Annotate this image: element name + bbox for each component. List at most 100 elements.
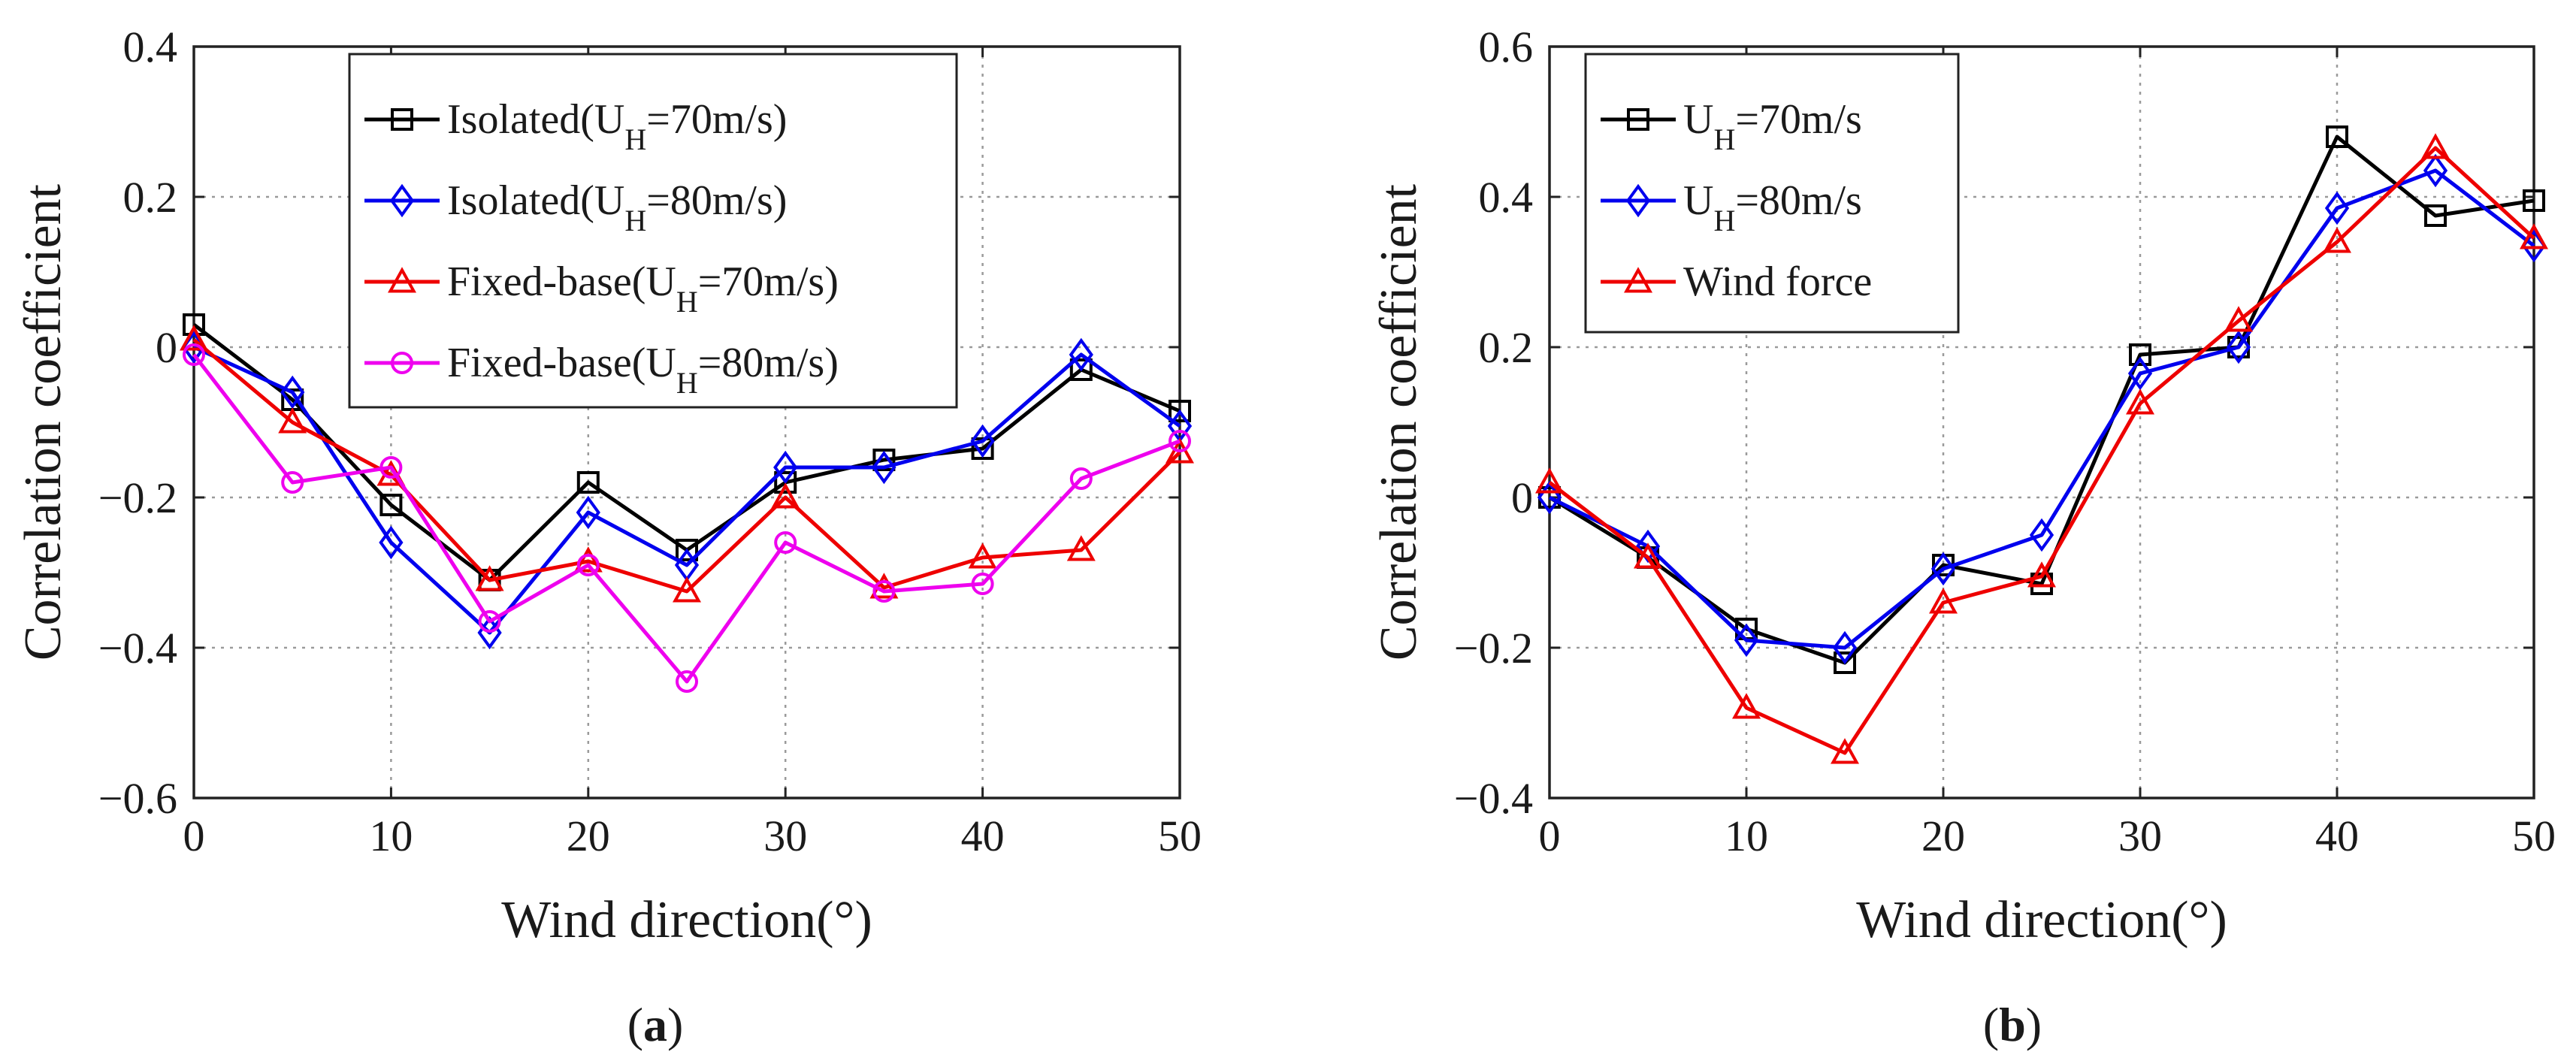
data-point xyxy=(2323,227,2351,253)
data-point xyxy=(1929,588,1958,614)
legend-label-main: Fixed-base(U xyxy=(447,258,676,305)
legend-label-main: Isolated(U xyxy=(447,177,624,224)
data-point xyxy=(1535,467,1564,494)
series-line xyxy=(192,338,1181,594)
data-point xyxy=(183,343,205,366)
data-point xyxy=(573,546,603,573)
y-axis-label: Correlation coefficient xyxy=(14,183,72,660)
legend-label: UH=70m/s xyxy=(1683,96,1862,156)
series-line xyxy=(1548,146,2535,755)
data-point xyxy=(2326,125,2348,148)
legend-item: Isolated(UH=80m/s) xyxy=(364,177,787,237)
data-point xyxy=(2421,133,2450,159)
legend-label-subscript: H xyxy=(1713,204,1735,237)
legend-label-rest: =80m/s) xyxy=(698,340,839,386)
data-point xyxy=(2129,343,2151,366)
data-point xyxy=(1066,535,1096,561)
legend-label-subscript: H xyxy=(624,204,646,237)
panel-caption-a: (a) xyxy=(627,998,684,1051)
legend-swatch-marker xyxy=(1624,267,1652,293)
legend-label: Fixed-base(UH=70m/s) xyxy=(447,258,839,319)
data-point xyxy=(673,576,701,603)
y-tick-label: 0.4 xyxy=(1479,173,1534,222)
legend-label-main: U xyxy=(1683,177,1713,224)
data-point xyxy=(2029,518,2054,552)
data-point xyxy=(2127,356,2153,391)
legend-swatch-marker xyxy=(389,183,415,218)
legend-label-main: U xyxy=(1683,96,1713,143)
legend-item: Fixed-base(UH=70m/s) xyxy=(364,258,839,319)
series-2 xyxy=(1537,153,2547,665)
legend-label: Wind force xyxy=(1683,258,1872,305)
data-point xyxy=(1834,651,1856,674)
legend-label-subscript: H xyxy=(624,122,646,156)
data-point xyxy=(1069,358,1093,381)
data-point xyxy=(1169,430,1191,452)
data-point xyxy=(968,543,997,569)
y-tick-label: −0.2 xyxy=(98,473,177,522)
panel-caption-b-open: ( xyxy=(1983,998,1999,1051)
legend-item: UH=70m/s xyxy=(1601,96,1862,156)
axes-frame xyxy=(1548,45,2535,800)
series-3 xyxy=(1535,133,2548,764)
data-point xyxy=(281,471,304,494)
legend-swatch-marker xyxy=(388,267,416,293)
data-point xyxy=(1831,738,1859,764)
legend-label-rest: =80m/s) xyxy=(646,177,787,224)
y-axis-label: Correlation coefficient xyxy=(1370,183,1428,660)
data-point xyxy=(576,554,600,576)
data-point xyxy=(872,580,896,603)
data-point xyxy=(576,495,600,530)
legend-swatch-marker xyxy=(1625,183,1651,218)
data-point xyxy=(379,456,403,479)
data-point xyxy=(379,494,403,516)
legend-swatch-marker xyxy=(391,108,413,131)
data-point xyxy=(2226,330,2251,364)
legend-label-rest: =70m/s) xyxy=(646,96,787,143)
panel-caption-a-close: ) xyxy=(667,998,683,1051)
data-point xyxy=(2520,223,2548,249)
legend-swatch-marker xyxy=(1627,108,1649,131)
panel-caption-b: (b) xyxy=(1983,998,2042,1051)
y-tick-label: −0.2 xyxy=(1454,624,1533,673)
legend-label: Fixed-base(UH=80m/s) xyxy=(447,340,839,400)
legend-item: Wind force xyxy=(1601,258,1872,305)
data-point xyxy=(2027,561,2056,588)
data-point xyxy=(278,407,307,434)
data-point xyxy=(1732,693,1761,719)
data-point xyxy=(970,424,995,458)
series-4 xyxy=(183,343,1191,693)
data-point xyxy=(2423,153,2448,188)
data-point xyxy=(1069,467,1093,490)
chart-panel-a: 0 10 20 30 40 50 −0.6 −0.4 −0.2 0 0.2 0.4 Wind direc… xyxy=(14,23,1202,949)
data-point xyxy=(1930,552,1956,586)
legend-item: Fixed-base(UH=80m/s) xyxy=(364,340,839,400)
x-tick-label: 50 xyxy=(2512,812,2556,860)
data-point xyxy=(1832,630,1858,665)
x-tick-label: 10 xyxy=(369,812,413,860)
data-point xyxy=(1734,623,1759,657)
series-line xyxy=(1548,135,2535,665)
data-point xyxy=(774,471,797,494)
data-point xyxy=(1069,337,1093,372)
data-point xyxy=(478,610,501,633)
data-point xyxy=(676,670,698,693)
x-tick-label: 20 xyxy=(567,812,610,860)
data-point xyxy=(1634,543,1662,569)
data-point xyxy=(2224,306,2253,332)
x-tick-label: 10 xyxy=(1725,812,1768,860)
legend-label-subscript: H xyxy=(1713,122,1735,156)
legend-label-main: Wind force xyxy=(1683,258,1872,305)
legend-label-main: Fixed-base(U xyxy=(447,340,676,386)
data-point xyxy=(180,325,208,351)
panel-caption-b-close: ) xyxy=(2026,998,2042,1051)
x-tick-label: 0 xyxy=(183,812,205,860)
series-line xyxy=(192,345,1181,635)
legend: Isolated(UH=70m/s)Isolated(UH=80m/s)Fixe… xyxy=(348,53,958,409)
series-line xyxy=(1548,168,2535,650)
legend-label-rest: =70m/s xyxy=(1735,96,1862,143)
y-tick-label: −0.6 xyxy=(98,774,177,823)
data-point xyxy=(2424,204,2447,227)
